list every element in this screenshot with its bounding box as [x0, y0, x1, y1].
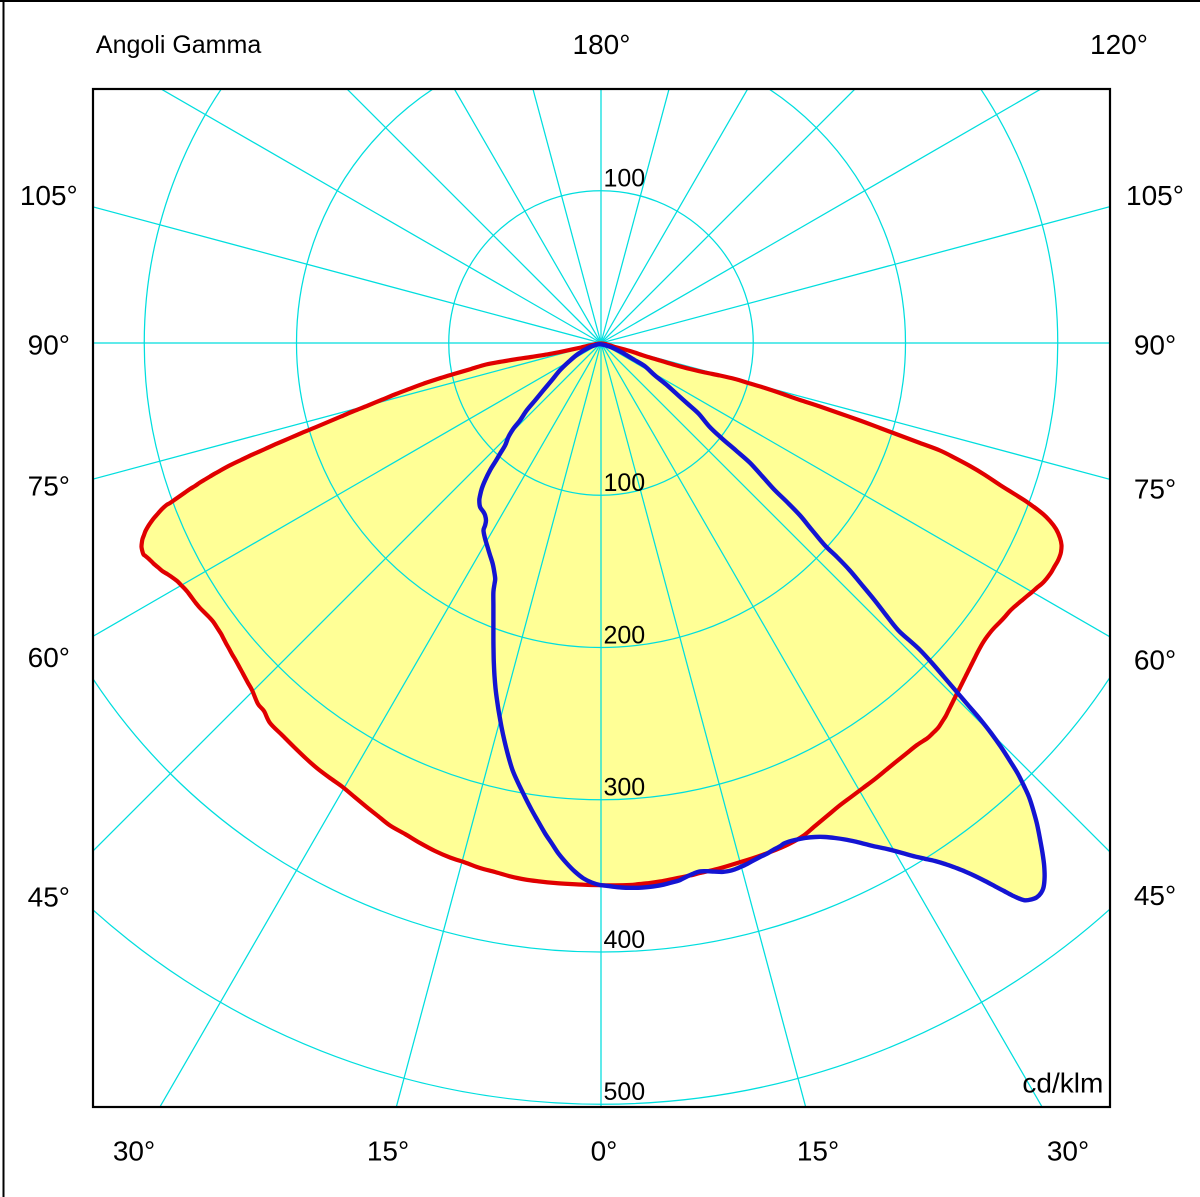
svg-text:400: 400: [604, 926, 646, 954]
svg-text:45°: 45°: [28, 881, 70, 912]
svg-text:Angoli Gamma: Angoli Gamma: [96, 31, 261, 59]
svg-text:60°: 60°: [28, 642, 70, 673]
svg-text:90°: 90°: [28, 329, 70, 360]
svg-text:60°: 60°: [1134, 645, 1176, 676]
svg-text:100: 100: [604, 469, 646, 497]
svg-text:300: 300: [604, 774, 646, 802]
svg-text:0°: 0°: [591, 1135, 618, 1166]
svg-text:15°: 15°: [797, 1135, 839, 1166]
svg-text:75°: 75°: [1134, 474, 1176, 505]
svg-text:30°: 30°: [1047, 1135, 1089, 1166]
svg-text:30°: 30°: [113, 1135, 155, 1166]
svg-text:105°: 105°: [20, 180, 78, 211]
svg-text:45°: 45°: [1134, 880, 1176, 911]
svg-text:90°: 90°: [1134, 329, 1176, 360]
svg-text:500: 500: [604, 1078, 646, 1106]
svg-text:105°: 105°: [1126, 180, 1184, 211]
svg-text:120°: 120°: [1090, 29, 1148, 60]
svg-text:75°: 75°: [28, 471, 70, 502]
svg-text:15°: 15°: [367, 1135, 409, 1166]
svg-text:cd/klm: cd/klm: [1022, 1068, 1103, 1099]
svg-text:100: 100: [604, 165, 646, 193]
svg-text:180°: 180°: [573, 29, 631, 60]
svg-text:200: 200: [604, 621, 646, 649]
